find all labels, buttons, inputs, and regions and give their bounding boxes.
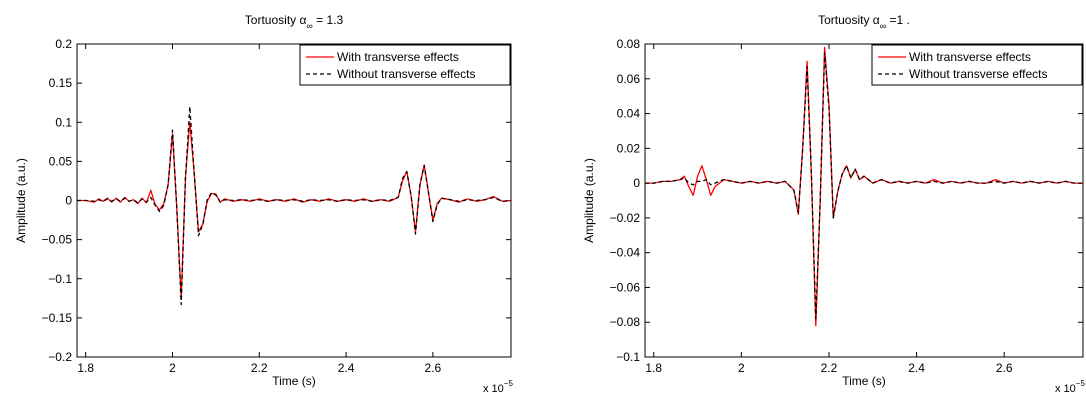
y-tick-label: −0.1 bbox=[616, 350, 640, 364]
x-axis-multiplier: x 10−5 bbox=[483, 379, 513, 395]
chart-title: Tortuosity α∞ =1 . bbox=[818, 13, 910, 31]
chart-title: Tortuosity α∞ = 1.3 bbox=[245, 13, 344, 31]
y-tick-label: 0.04 bbox=[617, 107, 641, 121]
x-tick-label: 2.4 bbox=[908, 361, 925, 375]
y-tick-label: 0.1 bbox=[55, 115, 72, 129]
series-line-without-transverse bbox=[77, 105, 511, 306]
legend-box bbox=[871, 44, 1083, 86]
x-tick-label: 2.6 bbox=[996, 361, 1013, 375]
legend: With transverse effects Without transvers… bbox=[871, 44, 1083, 86]
chart-panel-2: 1.8 2 2.2 2.4 2.6 −0.1 −0.08 −0.06 −0.04 −0.02 0 0.… bbox=[582, 13, 1085, 395]
y-tick-label: 0.2 bbox=[55, 37, 72, 51]
x-tick-label: 2.6 bbox=[425, 361, 442, 375]
y-tick-label: −0.06 bbox=[610, 280, 641, 294]
y-tick-label: −0.2 bbox=[48, 350, 72, 364]
legend-entry: Without transverse effects bbox=[909, 67, 1048, 81]
y-tick-label: −0.05 bbox=[42, 233, 73, 247]
x-tick-label: 2 bbox=[169, 361, 176, 375]
x-tick-label: 2 bbox=[738, 361, 745, 375]
y-tick-label: 0 bbox=[65, 194, 72, 208]
chart-panel-1: 1.8 2 2.2 2.4 2.6 −0.2 −0.15 −0.1 −0.05 0 0.05 0.1 0… bbox=[14, 13, 513, 395]
y-tick-label: −0.08 bbox=[610, 315, 641, 329]
y-tick-label: −0.1 bbox=[48, 272, 72, 286]
plot-area bbox=[76, 43, 512, 358]
x-tick-label: 2.4 bbox=[338, 361, 355, 375]
y-tick-label: 0.05 bbox=[49, 154, 73, 168]
legend-entry: Without transverse effects bbox=[337, 67, 476, 81]
y-axis-label: Amplitude (a.u.) bbox=[582, 158, 596, 243]
legend-entry: With transverse effects bbox=[909, 50, 1031, 64]
y-tick-label: 0.15 bbox=[49, 76, 73, 90]
x-tick-label: 2.2 bbox=[251, 361, 268, 375]
x-tick-label: 2.2 bbox=[821, 361, 838, 375]
y-axis-label: Amplitude (a.u.) bbox=[14, 158, 28, 243]
y-tick-label: −0.02 bbox=[610, 211, 641, 225]
x-axis-label: Time (s) bbox=[842, 374, 886, 388]
x-tick-label: 1.8 bbox=[77, 361, 94, 375]
plot-area bbox=[644, 43, 1084, 358]
y-tick-label: 0.06 bbox=[617, 72, 641, 86]
series-line-without-transverse bbox=[645, 52, 1083, 320]
legend: With transverse effects Without transvers… bbox=[299, 44, 511, 86]
x-axis-multiplier: x 10−5 bbox=[1055, 379, 1085, 395]
legend-entry: With transverse effects bbox=[337, 50, 459, 64]
y-tick-label: −0.04 bbox=[610, 246, 641, 260]
y-tick-label: 0.02 bbox=[617, 141, 641, 155]
y-tick-label: 0 bbox=[633, 176, 640, 190]
x-tick-label: 1.8 bbox=[645, 361, 662, 375]
y-tick-label: 0.08 bbox=[617, 37, 641, 51]
series-line-with-transverse bbox=[645, 46, 1083, 327]
x-axis-label: Time (s) bbox=[272, 374, 316, 388]
y-tick-label: −0.15 bbox=[42, 311, 73, 325]
legend-box bbox=[299, 44, 511, 86]
